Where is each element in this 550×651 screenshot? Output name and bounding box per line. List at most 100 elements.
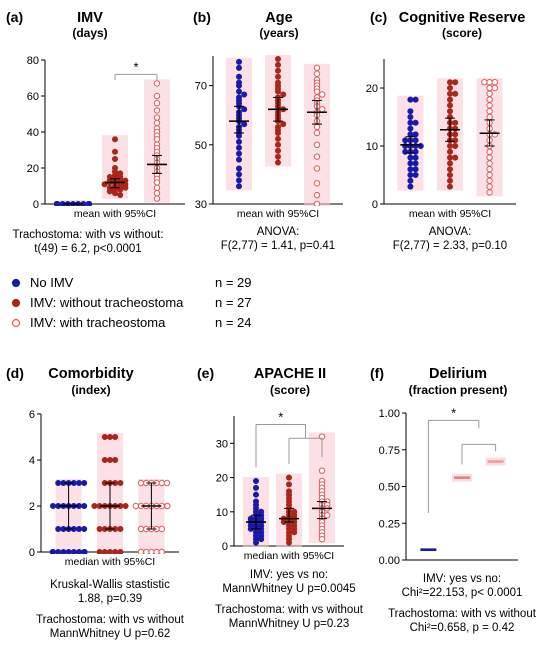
panel-c: (c) Cognitive Reserve(score) 0 10 20 mean wit… — [366, 9, 526, 252]
data-point-imv-without — [446, 108, 453, 115]
panel-title: Cognitive Reserve — [399, 10, 526, 26]
stat-note: Trachostoma: with vs without: — [12, 229, 163, 241]
data-point-imv-with — [158, 525, 166, 533]
data-point-imv-with — [319, 106, 326, 113]
data-point-imv-with — [158, 548, 166, 556]
data-point-imv-with — [486, 84, 493, 92]
data-point-no-imv — [407, 183, 414, 190]
data-point-imv-without — [446, 79, 453, 86]
data-point-no-imv — [407, 172, 414, 179]
data-point-imv-with — [313, 191, 321, 199]
y-tick-label: 4 — [29, 455, 35, 467]
stat-note: Trachostoma: with vs without — [388, 608, 537, 620]
y-tick-label: 2 — [29, 501, 35, 513]
data-point-no-imv — [236, 177, 243, 184]
data-point-imv-without — [274, 55, 281, 62]
data-point-no-imv — [253, 539, 260, 546]
data-point-imv-with — [313, 129, 321, 137]
data-point-imv-with — [153, 195, 161, 202]
y-tick-label: 60 — [27, 91, 39, 103]
data-point-imv-with — [313, 70, 321, 77]
data-point-imv-with — [486, 183, 493, 190]
data-point-imv-with — [313, 180, 321, 187]
legend: No IMV n = 29 IMV: without tracheostoma n =… — [11, 275, 252, 330]
panel-subtitle: (years) — [259, 26, 298, 40]
data-point-imv-with — [486, 79, 493, 86]
data-point-imv-without — [274, 147, 281, 154]
data-point-imv-without — [446, 177, 453, 184]
data-point-imv-without — [452, 131, 459, 138]
data-point-imv-with — [164, 502, 171, 510]
data-point-imv-without — [96, 548, 103, 555]
data-point-imv-without — [285, 539, 292, 546]
y-tick-label: 80 — [27, 55, 39, 67]
panel-title: Comorbidity — [48, 366, 133, 382]
y-tick-label: 20 — [27, 163, 39, 175]
y-tick-label: 1.00 — [379, 408, 400, 420]
data-point-imv-with — [158, 479, 166, 487]
summary-label-bg — [46, 206, 184, 220]
data-point-imv-with — [313, 123, 321, 131]
data-point-imv-without — [101, 548, 108, 555]
stat-note: Trachostoma: with vs without — [36, 614, 185, 626]
data-point-no-imv — [412, 154, 419, 161]
panel-title: APACHE II — [254, 366, 326, 382]
data-point-imv-without — [446, 90, 453, 97]
panel-title: IMV — [77, 10, 103, 26]
data-point-imv-without — [452, 79, 459, 86]
data-point-imv-without — [122, 184, 129, 191]
data-point-imv-with — [486, 113, 493, 121]
data-point-imv-with — [153, 119, 161, 127]
data-point-no-imv — [412, 148, 419, 155]
data-point-imv-without — [112, 148, 119, 155]
data-point-imv-without — [274, 88, 281, 95]
data-point-no-imv — [253, 491, 260, 498]
data-point-no-imv — [236, 82, 243, 89]
data-point-no-imv — [81, 479, 88, 486]
panel-subtitle: (score) — [442, 26, 482, 40]
data-point-imv-without — [122, 502, 129, 509]
sig-star: * — [133, 59, 138, 74]
summary-label: median with 95%CI — [65, 556, 155, 568]
data-point-imv-without — [101, 433, 108, 440]
summary-label-bg — [214, 206, 342, 220]
stat-note: IMV: yes vs no: — [423, 573, 501, 585]
data-point-no-imv — [412, 96, 419, 103]
legend-label: No IMV — [30, 275, 74, 290]
data-point-imv-without — [446, 160, 453, 167]
data-point-imv-without — [280, 121, 287, 128]
panel-subtitle: (index) — [71, 383, 110, 397]
data-point-imv-without — [452, 90, 459, 97]
data-point-imv-with — [313, 165, 321, 172]
y-tick-label: 10 — [216, 507, 228, 519]
data-point-no-imv — [70, 548, 77, 555]
data-point-no-imv — [81, 502, 88, 509]
summary-label: median with 95%CI — [244, 550, 334, 562]
summary-label: mean with 95%CI — [409, 208, 491, 220]
summary-label-bg — [235, 548, 343, 562]
y-tick-label: 0.00 — [379, 555, 400, 567]
data-point-imv-with — [313, 88, 321, 95]
summary-label-bg — [42, 554, 178, 568]
legend-n: n = 24 — [215, 315, 252, 330]
data-point-no-imv — [55, 479, 62, 486]
data-point-no-imv — [49, 548, 56, 555]
summary-label-bg — [385, 206, 515, 220]
data-point-imv-without — [117, 548, 124, 555]
y-tick-label: 0 — [372, 199, 378, 211]
data-point-imv-without — [285, 481, 292, 488]
data-point-imv-with — [153, 179, 161, 186]
panel-label: (a) — [6, 9, 23, 25]
panel-label: (b) — [193, 9, 211, 25]
legend-n: n = 29 — [215, 275, 252, 290]
data-point-imv-with — [486, 189, 493, 196]
data-point-no-imv — [407, 114, 414, 121]
panel-subtitle: (score) — [270, 383, 310, 397]
legend-label: IMV: with tracheostoma — [30, 315, 166, 330]
data-point-imv-without — [291, 529, 298, 536]
data-point-imv-without — [274, 73, 281, 80]
y-tick-label: 40 — [27, 127, 39, 139]
data-point-no-imv — [86, 201, 93, 208]
data-point-imv-with — [486, 102, 493, 109]
data-point-imv-with — [486, 171, 493, 179]
